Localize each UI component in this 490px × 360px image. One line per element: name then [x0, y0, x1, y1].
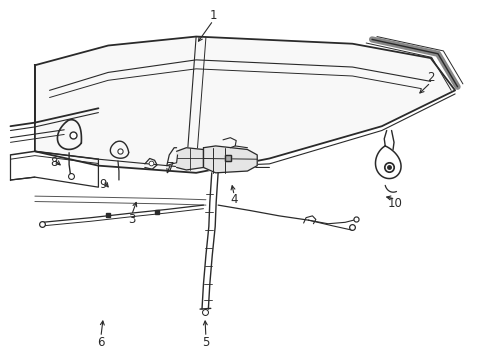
Polygon shape: [203, 146, 257, 173]
Text: 1: 1: [210, 9, 217, 22]
Text: 7: 7: [167, 161, 174, 174]
Text: 5: 5: [202, 336, 210, 348]
Text: 2: 2: [427, 71, 435, 84]
Text: 6: 6: [97, 336, 104, 348]
Polygon shape: [35, 37, 455, 173]
Text: 10: 10: [388, 197, 403, 210]
Text: 4: 4: [230, 193, 238, 206]
Text: 8: 8: [50, 156, 57, 169]
Text: 3: 3: [128, 213, 135, 226]
Polygon shape: [176, 148, 203, 170]
Text: 9: 9: [99, 178, 107, 191]
